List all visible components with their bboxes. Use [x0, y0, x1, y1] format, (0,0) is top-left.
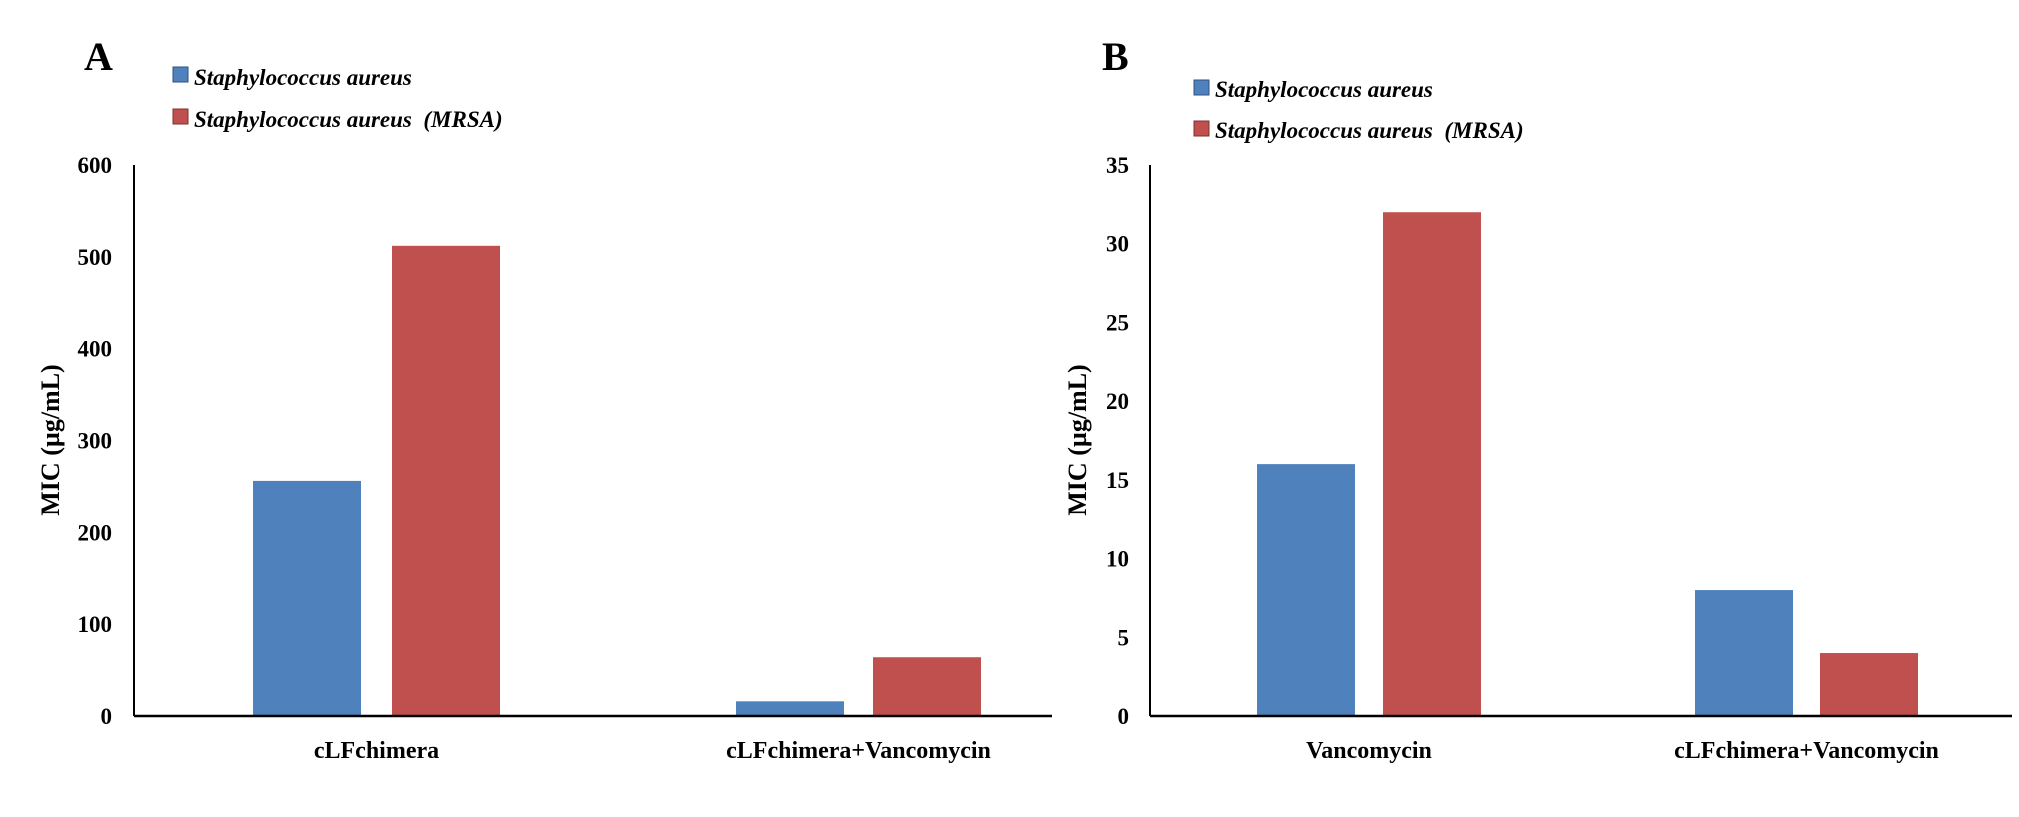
legend-b-swatch-s-aureus [1193, 79, 1210, 96]
x-category-label-a-0: cLFchimera [314, 738, 439, 764]
y-tick-label-b-6: 30 [1106, 232, 1129, 257]
x-category-label-b-0: Vancomycin [1306, 738, 1432, 764]
x-category-label-a-1: cLFchimera+Vancomycin [726, 738, 991, 764]
bars-b [1257, 212, 1918, 716]
bar-b-s-aureus-0 [1257, 464, 1355, 716]
y-tick-label-b-1: 5 [1118, 625, 1130, 650]
y-tick-label-a-6: 600 [78, 153, 113, 178]
y-tick-label-b-5: 25 [1106, 310, 1129, 335]
y-tick-label-a-1: 100 [78, 612, 113, 637]
x-categories-a: cLFchimera cLFchimera+Vancomycin [314, 738, 991, 764]
panel-b-label: B [1102, 34, 1129, 79]
y-tick-label-a-4: 400 [78, 337, 113, 362]
legend-a-swatch-mrsa [172, 108, 189, 125]
legend-b-label-s-aureus: Staphylococcus aureus [1215, 77, 1433, 102]
bar-a-s-aureus-1 [736, 701, 844, 716]
y-tick-label-a-3: 300 [78, 429, 113, 454]
panel-a: A Staphylococcus aureus Staphylococcus a… [36, 34, 1052, 764]
x-category-label-b-1: cLFchimera+Vancomycin [1674, 738, 1939, 764]
legend-b-swatch-mrsa [1193, 120, 1210, 137]
y-tick-label-b-3: 15 [1106, 468, 1129, 493]
y-ticks-a: 0 100 200 300 400 500 600 [78, 153, 113, 729]
y-tick-label-b-4: 20 [1106, 389, 1129, 414]
x-categories-b: Vancomycin cLFchimera+Vancomycin [1306, 738, 1939, 764]
y-tick-label-a-2: 200 [78, 520, 113, 545]
bar-b-mrsa-0 [1383, 212, 1481, 716]
legend-b-label-mrsa: Staphylococcus aureus (MRSA) [1215, 118, 1524, 143]
bar-a-mrsa-0 [392, 245, 500, 716]
legend-a-label-s-aureus: Staphylococcus aureus [194, 65, 412, 90]
y-tick-label-a-0: 0 [101, 704, 113, 729]
y-ticks-b: 0 5 10 15 20 25 30 35 [1106, 153, 1129, 729]
panel-b: B Staphylococcus aureus Staphylococcus a… [1063, 34, 2012, 764]
y-tick-label-b-7: 35 [1106, 153, 1129, 178]
bars-a [253, 245, 981, 716]
y-tick-label-b-2: 10 [1106, 547, 1129, 572]
legend-a-label-mrsa: Staphylococcus aureus (MRSA) [194, 107, 503, 132]
y-tick-label-a-5: 500 [78, 245, 113, 270]
legend-b: Staphylococcus aureus Staphylococcus aur… [1193, 77, 1524, 143]
panel-a-label: A [84, 34, 113, 79]
bar-a-s-aureus-0 [253, 480, 361, 716]
y-axis-label-a: MIC (µg/mL) [36, 364, 65, 515]
y-tick-label-b-0: 0 [1118, 704, 1130, 729]
bar-b-s-aureus-1 [1695, 590, 1793, 716]
bar-a-mrsa-1 [873, 657, 981, 716]
y-axis-label-b: MIC (µg/mL) [1063, 364, 1092, 515]
legend-a-swatch-s-aureus [172, 66, 189, 83]
legend-a: Staphylococcus aureus Staphylococcus aur… [172, 65, 503, 132]
bar-b-mrsa-1 [1820, 653, 1918, 716]
